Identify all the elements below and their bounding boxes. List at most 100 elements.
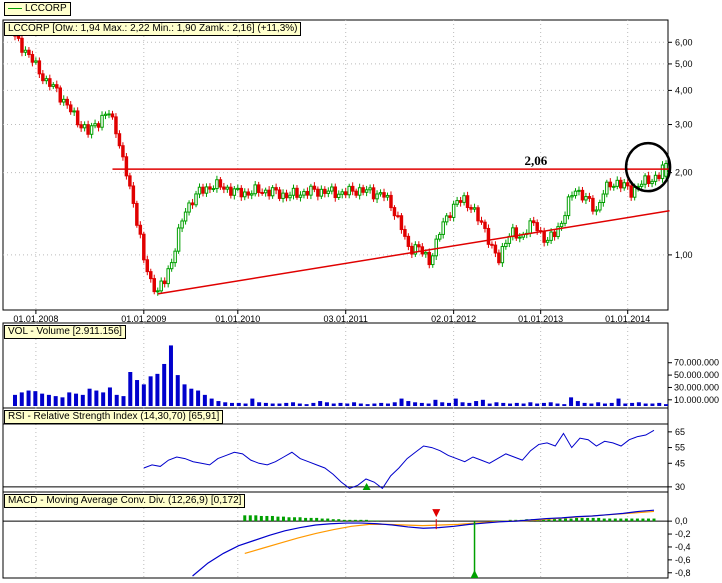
candle-body [357,187,362,196]
candle-body [431,255,435,266]
volume-bar [331,403,336,406]
candle-body [632,186,637,198]
candle-body [556,226,560,238]
candle-body [319,188,324,197]
candle-body [427,251,432,266]
macd-histogram-bar [597,517,601,522]
macd-histogram-bar [641,518,645,522]
rsi-line [143,429,655,490]
volume-bar [60,397,65,406]
highlight-circle [624,141,672,193]
macd-histogram-bar [276,516,280,522]
macd-histogram-bar [635,518,639,522]
candle-body [601,193,606,203]
candle-body [657,174,661,180]
candle-body [330,186,334,192]
candle-body [326,190,331,194]
candle-body [107,113,111,116]
price-xtick-label: 02.01.2012 [431,314,476,324]
volume-bar [236,402,241,406]
volume-bar [155,373,160,406]
candle-body [225,186,230,190]
candle-body [249,193,254,196]
volume-bar [508,403,513,406]
candle-body [650,180,654,185]
candle-body [169,262,174,270]
candle-body [608,181,613,188]
candle-body [549,231,553,241]
candle-body [180,220,184,229]
volume-bar [128,372,133,406]
candle-body [434,238,438,257]
candle-body [364,189,369,193]
legend: LCCORP [4,2,71,16]
volume-ytick-label: 70.000.000 [674,358,719,368]
price-ytick-label: 3,00 [675,120,693,130]
macd-histogram-bar [375,520,379,522]
macd-ytick-label: -0,6 [675,555,691,565]
candle-body [392,207,397,217]
volume-bar [304,404,309,406]
macd-panel-label: MACD - Moving Average Conv. Div. (12,26,… [4,494,246,508]
candle-body [594,209,599,212]
candle-body [323,188,327,194]
macd-histogram-bar [646,518,650,522]
volume-bar [596,402,601,406]
candle-body [89,125,94,135]
candle-body [82,124,87,129]
macd-histogram-bar [602,518,606,522]
macd-histogram-bar [315,517,319,522]
candle-body [61,98,66,103]
macd-histogram-bar [309,517,313,522]
volume-bar [650,403,655,406]
macd-histogram-bar [270,515,274,522]
volume-bar [426,403,431,406]
macd-histogram-bar [608,518,612,522]
volume-bar [447,402,451,406]
volume-bar [257,402,262,406]
volume-bar [657,402,662,406]
volume-bar [148,376,153,406]
volume-bar [575,401,580,406]
volume-bar [379,402,384,406]
rsi-ytick-label: 55 [675,443,685,453]
price-ytick-label: 2,00 [675,168,693,178]
macd-histogram-bar [624,518,628,522]
candle-body [486,227,491,245]
macd-histogram-bar [652,518,656,522]
candle-body [135,202,139,226]
candle-body [615,179,620,187]
volume-bar [467,402,472,406]
candle-body [187,202,191,213]
candle-body [368,187,372,191]
volume-bar [636,402,641,406]
candle-body [389,194,393,209]
macd-histogram-bar [370,520,374,522]
candle-body [253,184,257,195]
macd-histogram-bar [547,518,551,522]
macd-histogram-bar [353,519,357,522]
volume-bar [630,402,635,406]
candle-body [361,187,365,193]
candle-body [145,259,150,273]
price-xtick-label: 01.01.2010 [215,314,260,324]
volume-bar [555,403,560,406]
volume-bar [182,384,187,406]
volume-ytick-label: 30.000.000 [674,382,719,392]
candle-body [354,190,358,196]
volume-bar [107,387,112,406]
price-xtick-label: 01.01.2008 [13,314,58,324]
volume-bar [67,392,72,406]
volume-bar [541,402,546,406]
candle-body [239,187,244,198]
candle-body [20,37,24,53]
candle-body [51,84,56,87]
candle-body [236,187,240,190]
macd-line [192,509,655,577]
volume-bar [494,402,499,406]
macd-histogram-bar [591,517,595,522]
candle-body [424,251,428,255]
volume-bar [643,403,648,406]
candle-body [497,252,501,264]
